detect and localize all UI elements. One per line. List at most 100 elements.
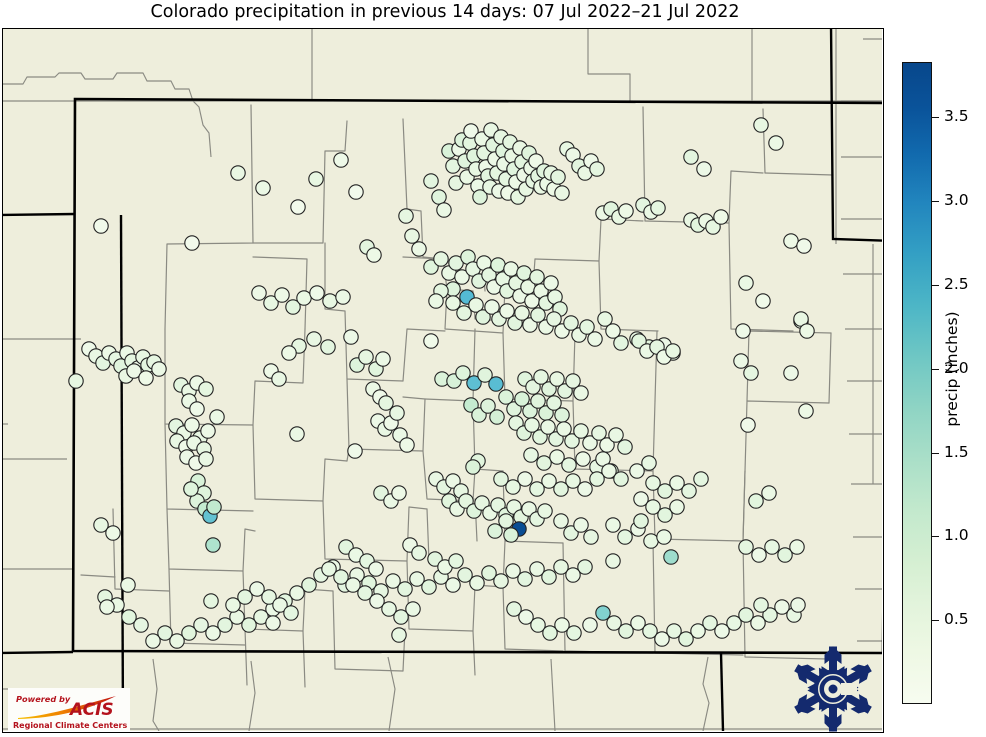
station-marker	[565, 567, 581, 583]
station-marker	[121, 609, 137, 625]
station-marker	[393, 609, 409, 625]
station-marker	[475, 309, 491, 325]
station-marker	[549, 449, 565, 465]
station-marker	[463, 123, 479, 139]
station-marker	[347, 443, 363, 459]
station-marker	[241, 617, 257, 633]
station-marker	[203, 593, 219, 609]
station-marker	[490, 497, 506, 513]
station-marker	[93, 517, 109, 533]
station-marker	[713, 209, 729, 225]
station-marker	[423, 333, 439, 349]
station-marker	[189, 401, 205, 417]
station-marker	[783, 365, 799, 381]
colorbar-tick-label: 1.0	[944, 526, 969, 545]
station-marker	[690, 623, 706, 639]
station-marker	[645, 499, 661, 515]
station-marker	[764, 539, 780, 555]
station-marker	[702, 615, 718, 631]
station-marker	[633, 513, 649, 529]
station-marker	[255, 180, 271, 196]
station-marker	[283, 605, 299, 621]
station-marker	[272, 597, 288, 613]
station-marker	[575, 451, 591, 467]
station-marker	[465, 459, 481, 475]
station-marker	[322, 293, 338, 309]
station-marker	[263, 295, 279, 311]
station-marker	[454, 269, 470, 285]
station-marker	[445, 295, 461, 311]
station-marker	[138, 370, 154, 386]
station-marker	[251, 285, 267, 301]
station-marker	[517, 471, 533, 487]
station-marker	[629, 463, 645, 479]
station-marker	[468, 297, 484, 313]
station-marker	[126, 363, 142, 379]
station-marker	[738, 275, 754, 291]
acis-logo: Powered by ACIS Regional Climate Centers	[8, 688, 130, 731]
station-marker	[666, 623, 682, 639]
colorado-climate-center-logo	[785, 645, 881, 733]
station-marker	[151, 361, 167, 377]
station-marker	[249, 581, 265, 597]
station-marker	[306, 331, 322, 347]
station-marker	[498, 389, 514, 405]
neighbor-state-borders	[3, 29, 882, 731]
station-marker	[385, 573, 401, 589]
station-marker	[541, 473, 557, 489]
station-marker	[99, 599, 115, 615]
station-marker	[524, 417, 540, 433]
station-marker	[200, 423, 216, 439]
station-marker	[573, 385, 589, 401]
station-marker	[605, 553, 621, 569]
station-marker	[514, 391, 530, 407]
station-marker	[489, 409, 505, 425]
station-marker	[777, 547, 793, 563]
station-marker	[650, 200, 666, 216]
station-marker	[366, 247, 382, 263]
acis-powered-by: Powered by	[16, 694, 71, 704]
station-marker	[398, 208, 414, 224]
station-marker	[333, 569, 349, 585]
station-marker	[488, 376, 504, 392]
station-marker	[333, 152, 349, 168]
station-marker	[642, 623, 658, 639]
station-marker	[530, 617, 546, 633]
station-marker	[579, 319, 595, 335]
station-marker	[532, 429, 548, 445]
station-marker	[565, 473, 581, 489]
station-marker	[563, 525, 579, 541]
acis-subtitle: Regional Climate Centers	[13, 721, 127, 730]
station-marker	[599, 437, 615, 453]
station-marker	[335, 289, 351, 305]
colorbar-tick-label: 0.5	[944, 610, 969, 629]
station-marker	[613, 335, 629, 351]
station-marker	[308, 171, 324, 187]
station-marker	[68, 373, 84, 389]
station-marker	[120, 577, 136, 593]
station-marker	[357, 585, 373, 601]
station-marker	[554, 185, 570, 201]
station-marker	[554, 617, 570, 633]
station-marker	[665, 343, 681, 359]
station-marker	[591, 425, 607, 441]
station-marker	[503, 261, 519, 277]
station-marker	[630, 615, 646, 631]
station-marker	[633, 491, 649, 507]
station-marker	[423, 259, 439, 275]
station-marker	[608, 427, 624, 443]
station-marker	[573, 517, 589, 533]
station-marker	[517, 571, 533, 587]
station-marker	[528, 153, 544, 169]
station-marker	[529, 269, 545, 285]
station-marker	[514, 305, 530, 321]
station-marker	[566, 625, 582, 641]
station-marker	[798, 403, 814, 419]
station-marker	[505, 563, 521, 579]
county-borders-outside	[3, 29, 882, 731]
station-marker	[423, 173, 439, 189]
station-marker	[573, 423, 589, 439]
colorbar-tick	[932, 368, 939, 370]
station-marker	[669, 475, 685, 491]
station-marker	[540, 419, 556, 435]
